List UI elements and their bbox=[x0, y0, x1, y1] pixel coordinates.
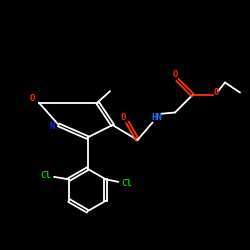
Text: O: O bbox=[214, 88, 219, 97]
Text: O: O bbox=[120, 113, 126, 122]
Text: O: O bbox=[30, 94, 35, 103]
Text: HN: HN bbox=[152, 112, 162, 122]
Text: O: O bbox=[172, 70, 178, 79]
Text: Cl: Cl bbox=[121, 178, 132, 188]
Text: N: N bbox=[49, 122, 54, 131]
Text: Cl: Cl bbox=[41, 171, 52, 180]
